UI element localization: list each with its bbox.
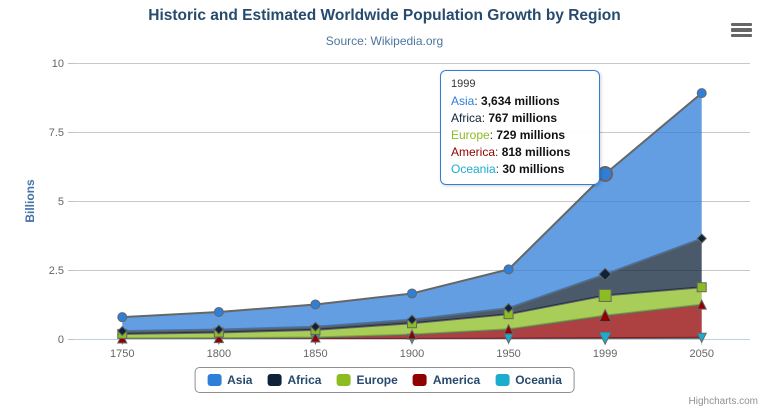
tooltip-series-name: Europe: [451, 128, 490, 142]
svg-text:1900: 1900: [400, 348, 424, 360]
legend-swatch: [336, 374, 351, 386]
export-menu-button[interactable]: [731, 20, 755, 40]
svg-text:1999: 1999: [593, 348, 617, 360]
hamburger-icon: [731, 23, 752, 27]
tooltip-series-name: Asia: [451, 94, 475, 108]
tooltip-row: Europe: 729 millions: [451, 128, 566, 142]
tooltip-series-name: Africa: [451, 111, 482, 125]
legend-item-america[interactable]: America: [412, 373, 481, 387]
legend-label: Asia: [227, 373, 253, 387]
series-markers-africa[interactable]: [117, 233, 707, 337]
legend-label: Africa: [287, 373, 322, 387]
svg-text:0: 0: [58, 334, 64, 346]
legend-swatch: [207, 374, 222, 386]
hamburger-icon: [731, 33, 752, 37]
legend-swatch: [267, 374, 282, 386]
svg-text:10: 10: [52, 58, 64, 70]
tooltip-value: 767 millions: [488, 111, 558, 125]
svg-text:1950: 1950: [496, 348, 520, 360]
legend-swatch: [412, 374, 427, 386]
legend-label: Europe: [356, 373, 398, 387]
tooltip-value: 30 millions: [502, 162, 565, 176]
tooltip-row: Oceania: 30 millions: [451, 162, 565, 176]
tooltip-header: 1999: [451, 78, 476, 90]
series-markers-asia[interactable]: [117, 88, 707, 323]
legend-item-africa[interactable]: Africa: [267, 373, 321, 387]
series-markers-america[interactable]: [116, 298, 708, 344]
legend-item-oceania[interactable]: Oceania: [495, 373, 562, 387]
legend-swatch: [495, 374, 510, 386]
tooltip-row: Africa: 767 millions: [451, 111, 558, 125]
svg-text:1750: 1750: [110, 348, 134, 360]
tooltip-series-name: America: [451, 145, 496, 159]
tooltip-row: America: 818 millions: [451, 145, 571, 159]
chart-title: Historic and Estimated Worldwide Populat…: [148, 7, 621, 24]
svg-text:1800: 1800: [207, 348, 231, 360]
legend-item-asia[interactable]: Asia: [207, 373, 252, 387]
y-axis: 0 2.5 5 7.5 10 Billions: [23, 58, 74, 346]
hamburger-icon: [731, 28, 752, 32]
highcharts-credits-link[interactable]: Highcharts.com: [688, 396, 758, 407]
svg-text:2050: 2050: [689, 348, 713, 360]
y-axis-title: Billions: [23, 179, 37, 223]
tooltip-series-name: Oceania: [451, 162, 496, 176]
chart-tooltip: 1999 Asia: 3,634 millions Africa: 767 mi…: [440, 70, 600, 185]
tooltip-value: 3,634 millions: [481, 94, 560, 108]
tooltip-row: Asia: 3,634 millions: [451, 94, 560, 108]
svg-text:1850: 1850: [303, 348, 327, 360]
legend: Asia Africa Europe America Oceania: [194, 367, 575, 393]
svg-text:2.5: 2.5: [49, 265, 64, 277]
legend-label: Oceania: [515, 373, 562, 387]
tooltip-value: 729 millions: [496, 128, 566, 142]
chart-subtitle: Source: Wikipedia.org: [325, 34, 444, 48]
legend-label: America: [432, 373, 481, 387]
tooltip-value: 818 millions: [501, 145, 571, 159]
svg-text:5: 5: [58, 196, 64, 208]
legend-item-europe[interactable]: Europe: [336, 373, 398, 387]
svg-text:7.5: 7.5: [49, 127, 64, 139]
